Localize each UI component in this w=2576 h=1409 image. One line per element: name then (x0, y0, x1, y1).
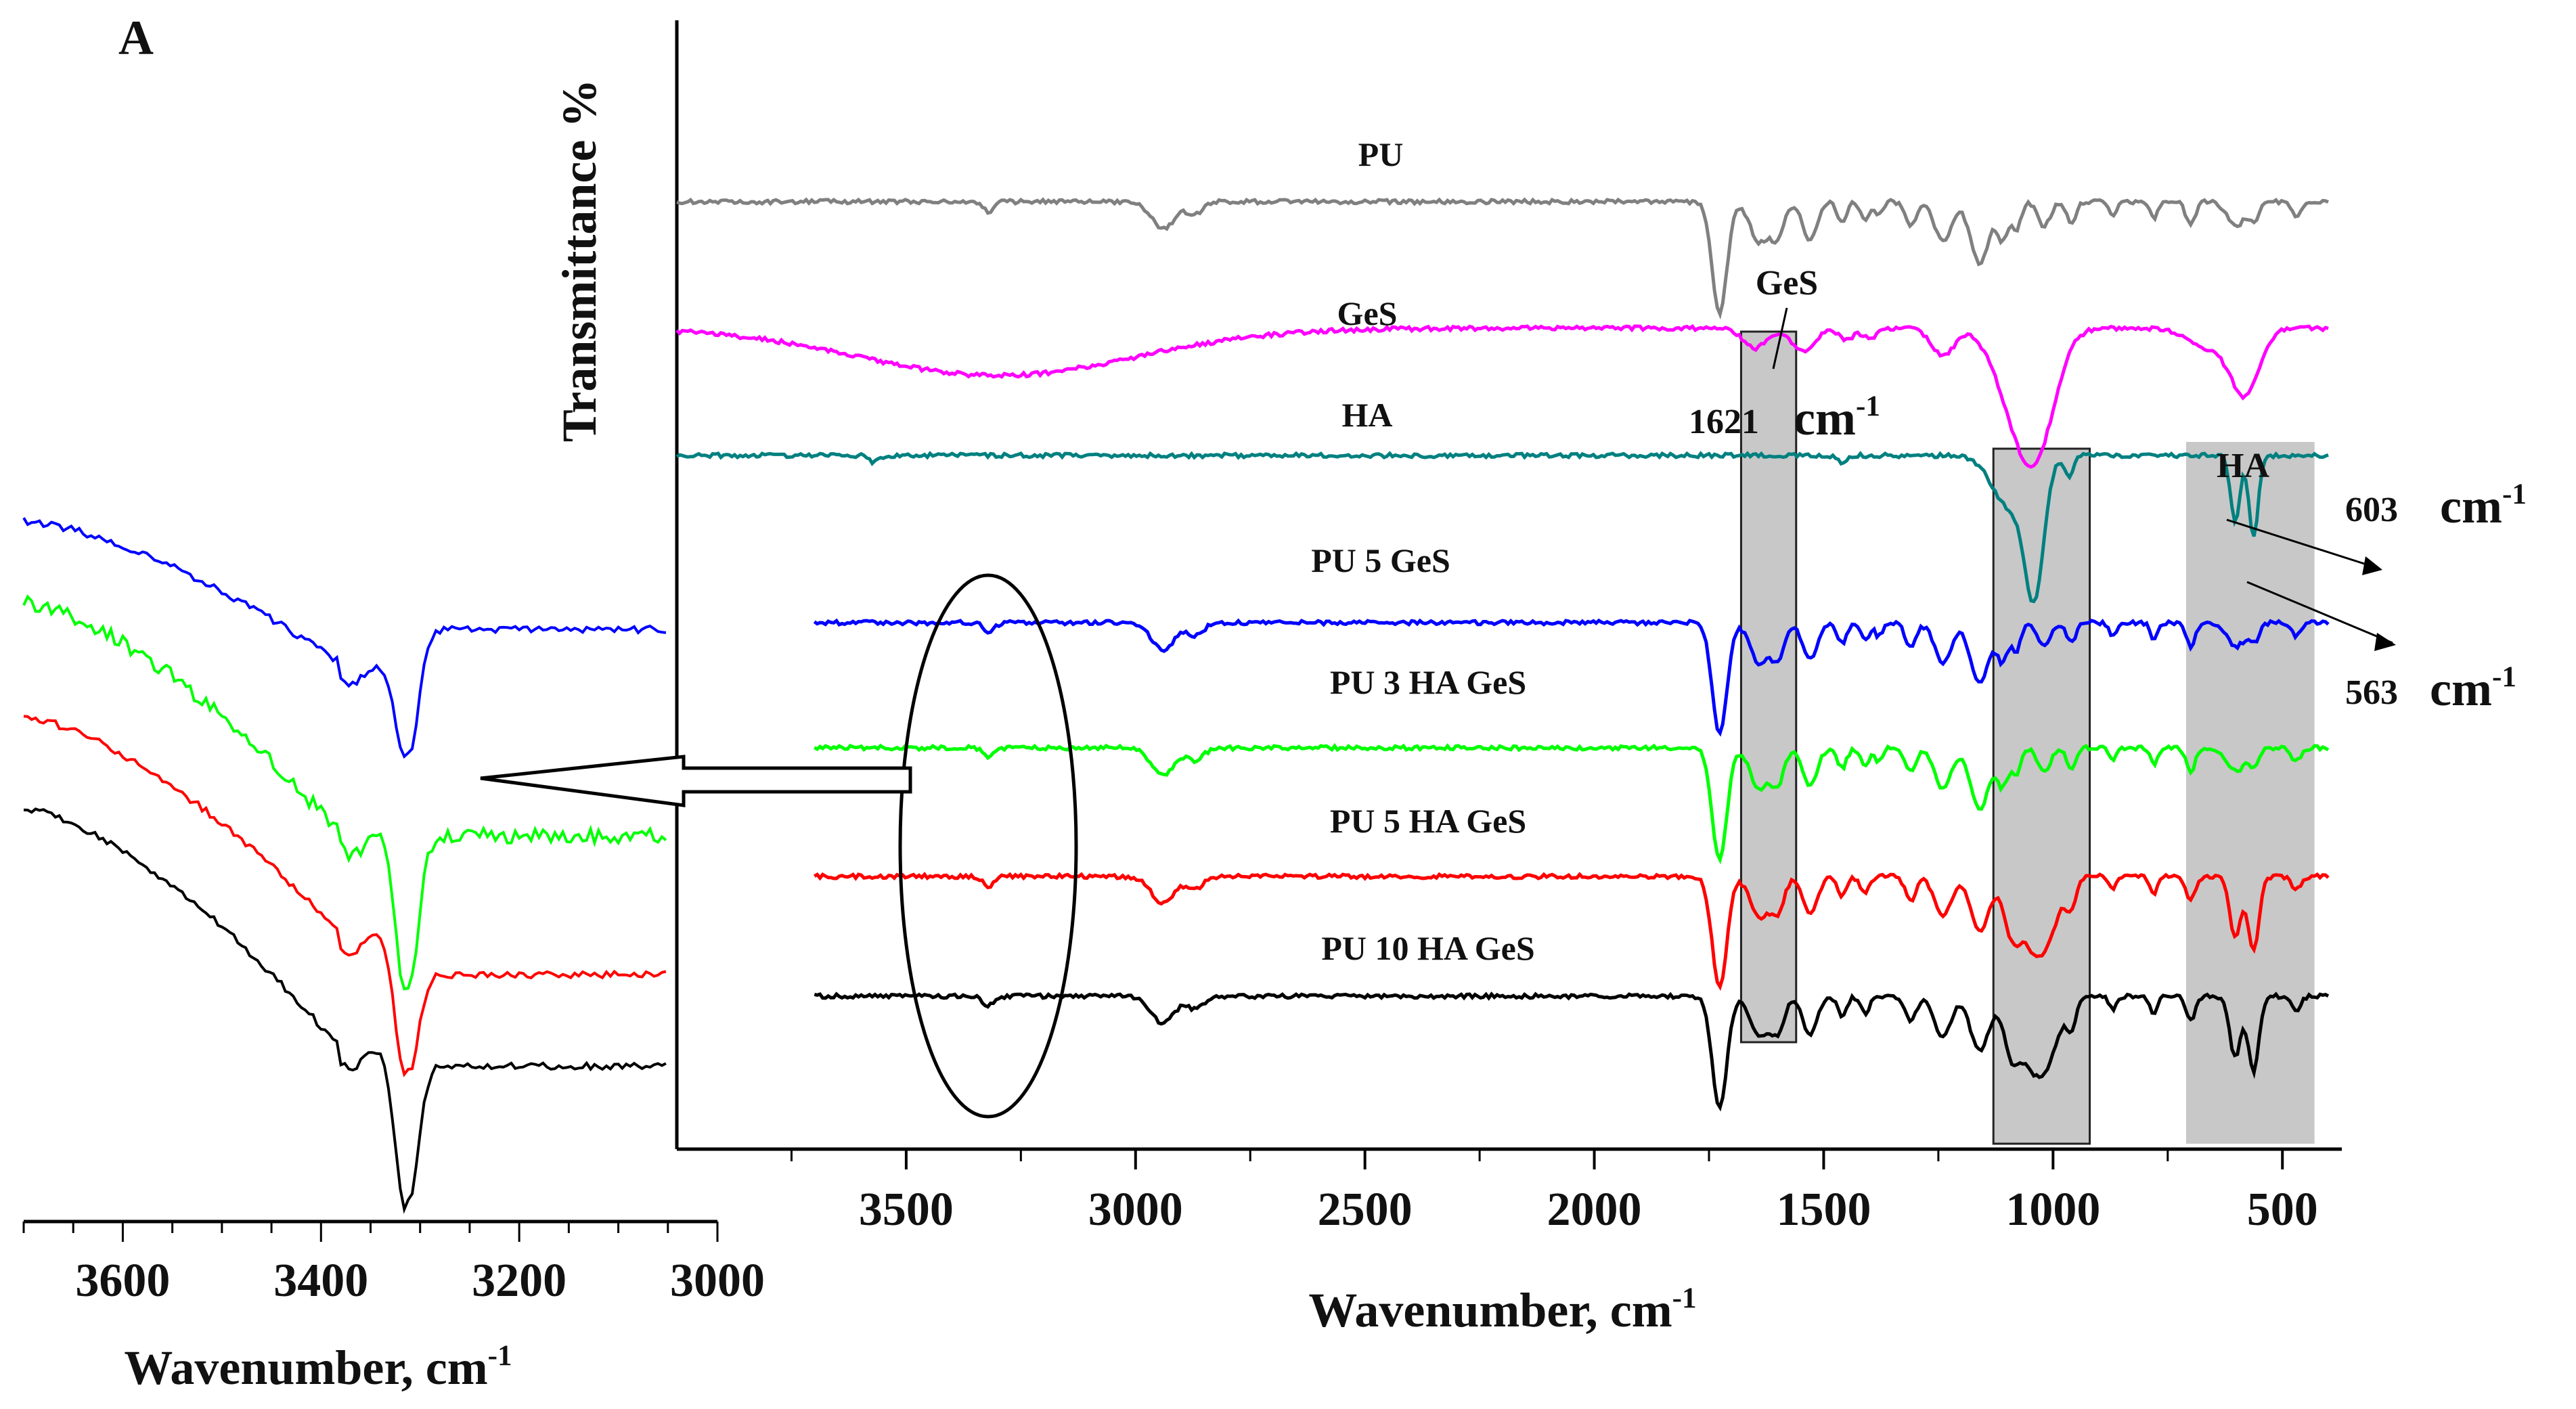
annotation-603-arrow (2226, 518, 2380, 570)
annotations: GeS 1621 cm-1 HA 603 cm-1 563 cm-1 (480, 264, 2527, 1119)
annotation-ges: GeS (1756, 264, 1818, 303)
annotation-563-value: 563 (2345, 673, 2398, 712)
annotation-1621-value: 1621 (1689, 403, 1759, 441)
series-label: PU 5 HA GeS (1330, 802, 1526, 840)
inset-series-line-pu-5-ha-ges (23, 715, 667, 1077)
series-label: PU 10 HA GeS (1321, 929, 1534, 967)
annotation-603-value: 603 (2345, 491, 2398, 529)
series-line-pu-10-ha-ges (814, 991, 2330, 1112)
axes: 3500 3000 2500 2000 1500 1000 500 (675, 20, 2342, 1236)
x-tick-label: 500 (2247, 1184, 2318, 1236)
x-tick-label: 1500 (1776, 1184, 1871, 1236)
x-tick-label: 2000 (1547, 1184, 1642, 1236)
series-label: HA (1342, 396, 1393, 434)
annotation-603-arrowhead (2362, 556, 2382, 575)
x-tick-label: 3000 (1088, 1184, 1183, 1236)
highlight-band-1 (1739, 330, 1798, 1044)
series-label: PU 5 GeS (1311, 541, 1450, 579)
annotation-1621-unit: cm-1 (1794, 390, 1880, 445)
y-axis-title: Transmittance % (552, 79, 606, 443)
inset-x-axis-title: Wavenumber, cm-1 (124, 1340, 512, 1395)
text-labels: PU GeS HA PU 5 GeS PU 3 HA GeS PU 5 HA GeS PU … (118, 11, 1697, 1337)
panel-label: A (118, 11, 154, 65)
annotation-563-arrowhead (2374, 633, 2396, 651)
series-line-pu-5-ha-ges (813, 872, 2330, 991)
annotation-563-arrow (2246, 581, 2393, 644)
inset-series-line-pu-10-ha-ges (23, 807, 667, 1214)
x-axis-title: Wavenumber, cm-1 (1308, 1282, 1696, 1337)
annotation-603-unit: cm-1 (2440, 478, 2527, 533)
series-label: PU 3 HA GeS (1330, 663, 1526, 701)
series-line-pu-3-ha-ges (814, 742, 2330, 865)
series-line-ges (675, 323, 2329, 469)
highlight-band-3 (2185, 442, 2315, 1144)
annotation-ges-arrow (1772, 307, 1788, 370)
inset-series-line-pu-5-ges (22, 517, 667, 759)
series-line-ha (675, 451, 2329, 604)
series-line-pu-5-ges (813, 618, 2330, 737)
highlight-oval (898, 573, 1078, 1119)
inset-x-tick-label: 3600 (75, 1255, 170, 1307)
annotation-ha: HA (2217, 447, 2269, 485)
inset-x-tick-label: 3200 (472, 1255, 567, 1307)
inset-x-tick-label: 3400 (273, 1255, 368, 1307)
x-tick-label: 1000 (2005, 1184, 2100, 1236)
annotation-563-unit: cm-1 (2430, 661, 2516, 716)
series-line-pu (676, 197, 2330, 320)
zoom-arrow (480, 755, 912, 807)
series-label: GeS (1337, 294, 1398, 332)
inset-x-tick-label: 3000 (670, 1255, 765, 1307)
series-lines (675, 197, 2330, 1112)
x-tick-label: 2500 (1318, 1184, 1413, 1236)
series-label: PU (1358, 135, 1404, 173)
inset-chart: 3600 3400 3200 3000 Wavenumber, cm-1 (22, 517, 765, 1395)
inset-series-line-pu-3-ha-ges (22, 594, 667, 991)
x-tick-label: 3500 (859, 1184, 954, 1236)
